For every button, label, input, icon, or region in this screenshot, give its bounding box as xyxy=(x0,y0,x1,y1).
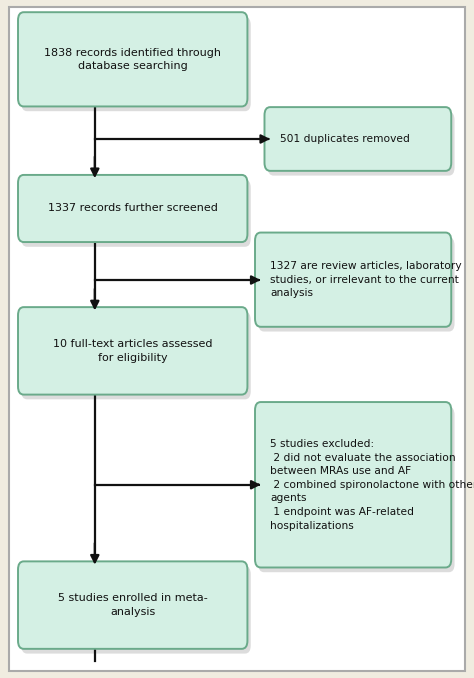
Text: 10 full-text articles assessed
for eligibility: 10 full-text articles assessed for eligi… xyxy=(53,339,212,363)
Text: 1327 are review articles, laboratory
studies, or irrelevant to the current
analy: 1327 are review articles, laboratory stu… xyxy=(270,261,462,298)
FancyBboxPatch shape xyxy=(21,312,251,399)
Text: 1838 records identified through
database searching: 1838 records identified through database… xyxy=(44,47,221,71)
FancyBboxPatch shape xyxy=(268,112,455,176)
FancyBboxPatch shape xyxy=(258,237,455,332)
Text: 1337 records further screened: 1337 records further screened xyxy=(48,203,218,214)
FancyBboxPatch shape xyxy=(18,12,247,106)
Text: 5 studies enrolled in meta-
analysis: 5 studies enrolled in meta- analysis xyxy=(58,593,208,617)
FancyBboxPatch shape xyxy=(9,7,465,671)
Text: 5 studies excluded:
 2 did not evaluate the association
between MRAs use and AF
: 5 studies excluded: 2 did not evaluate t… xyxy=(270,439,474,531)
FancyBboxPatch shape xyxy=(258,407,455,572)
FancyBboxPatch shape xyxy=(18,307,247,395)
Text: 501 duplicates removed: 501 duplicates removed xyxy=(280,134,410,144)
FancyBboxPatch shape xyxy=(18,175,247,242)
FancyBboxPatch shape xyxy=(21,17,251,111)
FancyBboxPatch shape xyxy=(18,561,247,649)
FancyBboxPatch shape xyxy=(21,180,251,247)
FancyBboxPatch shape xyxy=(264,107,451,171)
FancyBboxPatch shape xyxy=(21,566,251,654)
FancyBboxPatch shape xyxy=(255,402,451,567)
FancyBboxPatch shape xyxy=(255,233,451,327)
